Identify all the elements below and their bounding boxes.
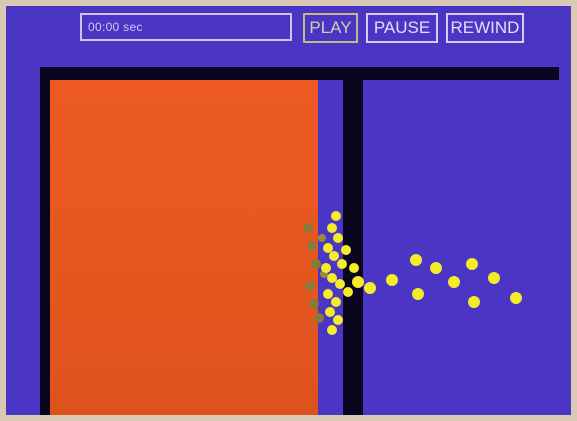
particle <box>327 223 337 233</box>
particle <box>318 234 326 242</box>
particle <box>510 292 522 304</box>
particle <box>410 254 422 266</box>
particle <box>466 258 478 270</box>
particle <box>333 315 343 325</box>
particle <box>468 296 480 308</box>
particle <box>323 289 333 299</box>
top-wall <box>40 67 559 80</box>
particle <box>412 288 424 300</box>
hot-chamber <box>50 80 318 415</box>
particle <box>327 325 337 335</box>
particle <box>325 307 335 317</box>
particle <box>333 233 343 243</box>
toolbar: 00:00 sec PLAY PAUSE REWIND <box>6 6 571 62</box>
particle <box>331 211 341 221</box>
particle <box>327 273 337 283</box>
particle <box>321 263 331 273</box>
particle <box>335 279 345 289</box>
play-button[interactable]: PLAY <box>303 13 358 43</box>
particle <box>329 251 339 261</box>
particle <box>448 276 460 288</box>
particle <box>314 313 324 323</box>
left-wall <box>40 67 50 415</box>
particle <box>352 276 364 288</box>
particle <box>323 243 333 253</box>
particle <box>305 281 315 291</box>
particle <box>311 259 321 269</box>
partition-wall <box>343 80 363 415</box>
particle <box>341 245 351 255</box>
rewind-button[interactable]: REWIND <box>446 13 524 43</box>
pause-button[interactable]: PAUSE <box>366 13 438 43</box>
time-display: 00:00 sec <box>80 13 292 41</box>
particle <box>364 282 376 294</box>
particle <box>349 263 359 273</box>
simulation-panel: 00:00 sec PLAY PAUSE REWIND <box>6 6 571 415</box>
particle <box>307 241 317 251</box>
particle <box>337 259 347 269</box>
particle <box>386 274 398 286</box>
particle <box>488 272 500 284</box>
particle-layer <box>303 211 522 335</box>
particle <box>343 287 353 297</box>
particle <box>303 223 313 233</box>
particle <box>331 297 341 307</box>
particle <box>430 262 442 274</box>
particle <box>309 299 319 309</box>
simulation-scene <box>6 6 571 415</box>
